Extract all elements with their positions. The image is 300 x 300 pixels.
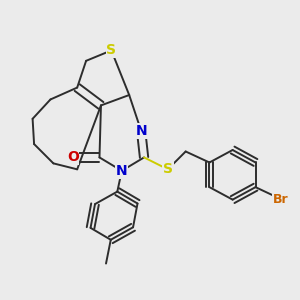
Text: S: S [106,44,116,57]
Text: S: S [163,162,173,176]
Text: N: N [135,124,147,138]
Text: N: N [116,164,128,178]
Text: Br: Br [273,193,289,206]
Text: O: O [67,150,79,164]
